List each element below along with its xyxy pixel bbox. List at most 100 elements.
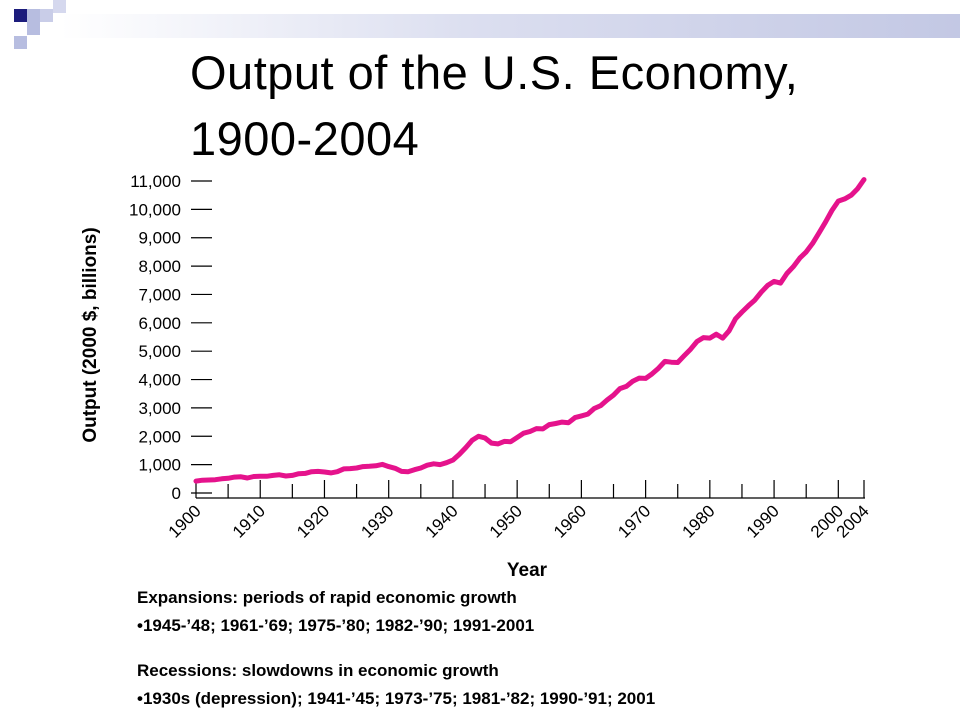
series-points — [193, 177, 867, 484]
y-tick-label: 9,000 — [138, 229, 181, 248]
y-tick-label: 11,000 — [130, 172, 181, 191]
data-point — [450, 457, 456, 463]
data-point — [810, 241, 815, 246]
data-point — [277, 472, 282, 477]
data-point — [836, 198, 841, 204]
data-point — [348, 466, 353, 471]
data-point — [437, 462, 443, 467]
data-point — [264, 474, 269, 479]
slide-title: Output of the U.S. Economy, 1900-2004 — [190, 40, 930, 172]
data-point — [335, 469, 340, 474]
x-tick-label: 1920 — [293, 501, 333, 541]
data-point — [649, 371, 655, 377]
expansions-detail: •1945-’48; 1961-’69; 1975-’80; 1982-’90;… — [137, 616, 535, 635]
data-point — [765, 283, 770, 288]
x-tick-label: 1980 — [678, 501, 718, 541]
data-point — [791, 264, 796, 269]
header-gradient-bar — [60, 14, 960, 38]
data-point — [360, 464, 366, 469]
data-point — [855, 186, 860, 191]
output-line-chart: 0 1,000 2,000 3,000 4,000 5,000 6,000 7,000 8,00… — [80, 172, 873, 581]
data-point — [341, 466, 346, 472]
data-point — [303, 471, 308, 476]
data-point — [296, 471, 301, 476]
data-point — [559, 419, 565, 425]
data-point — [463, 445, 468, 450]
data-point — [245, 475, 250, 481]
data-point — [784, 271, 790, 276]
x-tick-label: 1960 — [550, 501, 590, 541]
data-point — [540, 426, 545, 432]
data-point — [746, 303, 751, 308]
data-point — [270, 473, 276, 478]
data-point — [206, 477, 211, 483]
recessions-heading: Recessions: slowdowns in economic growth — [137, 661, 499, 680]
data-point — [392, 466, 398, 471]
data-point — [733, 316, 738, 321]
x-tick-label: 1970 — [614, 501, 654, 541]
data-point — [425, 463, 430, 468]
data-point — [521, 431, 526, 436]
data-point — [849, 193, 854, 198]
data-point — [258, 474, 263, 479]
decorative-squares — [14, 0, 66, 49]
data-point — [527, 429, 533, 434]
x-tick-label: 1950 — [486, 501, 526, 541]
x-tick-label: 1990 — [743, 501, 783, 541]
x-tick-label: 1910 — [229, 501, 269, 541]
data-point — [726, 328, 732, 333]
deco-square-light-1 — [27, 9, 40, 22]
data-point — [720, 335, 725, 341]
data-point — [405, 469, 411, 474]
data-point — [656, 366, 661, 371]
data-point — [213, 477, 218, 482]
data-point — [662, 359, 668, 364]
data-point — [823, 219, 828, 225]
data-point — [630, 379, 635, 384]
data-point — [444, 460, 449, 465]
data-point — [771, 279, 777, 284]
data-point — [829, 208, 835, 213]
data-point — [238, 474, 244, 479]
deco-square-light-2 — [27, 22, 40, 35]
expansions-heading: Expansions: periods of rapid economic gr… — [137, 588, 517, 607]
data-point — [739, 309, 745, 315]
data-point — [637, 375, 642, 381]
data-point — [219, 476, 224, 481]
slide-title-line-2: 1900-2004 — [190, 112, 420, 165]
data-point — [470, 438, 475, 443]
data-point — [290, 473, 295, 478]
data-point — [701, 335, 706, 340]
data-point — [804, 249, 809, 255]
data-point — [431, 461, 436, 466]
y-tick-label: 0 — [172, 484, 181, 503]
data-point — [797, 255, 802, 261]
x-axis-title: Year — [507, 560, 548, 581]
x-axis: 1900 1910 1920 1930 1940 1950 1960 1970 1980 1990… — [165, 480, 873, 542]
data-point — [534, 426, 539, 431]
data-point — [380, 462, 385, 467]
data-point — [694, 339, 700, 344]
data-point — [604, 397, 610, 403]
data-point — [309, 469, 314, 474]
data-point — [386, 464, 391, 469]
slide-title-line-1: Output of the U.S. Economy, — [190, 46, 799, 99]
data-point — [778, 280, 783, 286]
data-point — [322, 469, 327, 475]
data-point — [572, 415, 578, 420]
data-point — [714, 332, 719, 337]
data-point — [592, 406, 597, 411]
y-axis: 0 1,000 2,000 3,000 4,000 5,000 6,000 7,000 8,00… — [129, 172, 212, 503]
y-tick-label: 7,000 — [138, 285, 181, 304]
data-point — [611, 392, 616, 398]
data-point — [515, 435, 520, 440]
y-tick-label: 5,000 — [138, 342, 181, 361]
data-point — [624, 384, 629, 389]
data-point — [315, 469, 321, 474]
data-point — [643, 376, 648, 381]
data-point — [617, 386, 623, 391]
data-point — [354, 465, 359, 471]
data-point — [547, 422, 552, 427]
data-point — [816, 230, 822, 236]
data-point — [200, 478, 205, 483]
